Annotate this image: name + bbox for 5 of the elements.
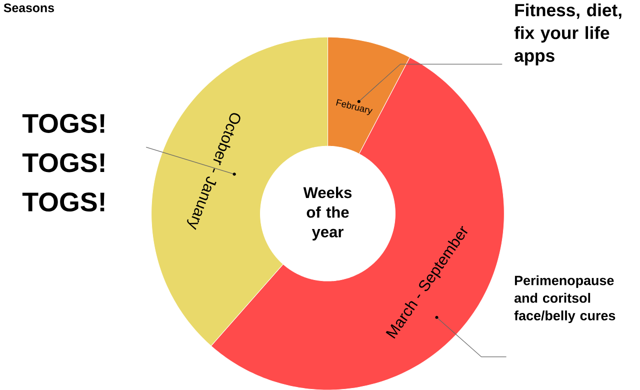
text: TOGS! TOGS! TOGS! <box>22 114 104 212</box>
text: Weeks of the year <box>303 186 352 240</box>
text: Fitness, diet, fix your life apps <box>514 3 622 66</box>
text: Seasons <box>4 3 54 12</box>
text: Perimenopause and coritsol face/belly cures <box>514 275 616 323</box>
